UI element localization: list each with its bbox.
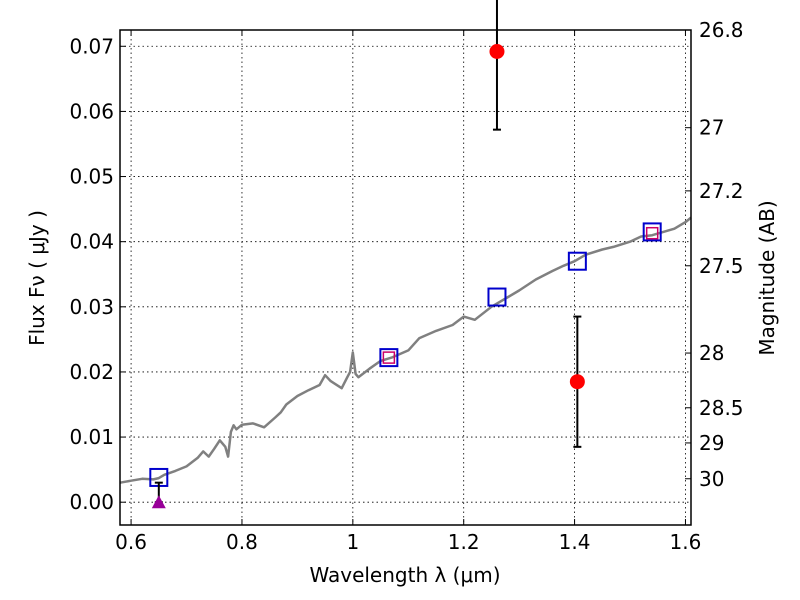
x-tick-label: 1.6: [670, 530, 702, 554]
right-tick-label: 26.8: [699, 18, 744, 42]
right-tick-label: 27.5: [699, 254, 744, 278]
detection-point: [569, 374, 585, 390]
model-photometry-square: [379, 348, 399, 368]
y-tick-label: 0.03: [69, 295, 114, 319]
right-tick-label: 30: [699, 467, 724, 491]
observed-photometry-square: [382, 351, 396, 364]
detection-point: [489, 43, 505, 59]
y-tick-label: 0.04: [69, 230, 114, 254]
y-tick-label: 0.00: [69, 490, 114, 514]
model-photometry-square: [642, 222, 662, 242]
x-tick-label: 1.4: [559, 530, 591, 554]
upper-limit-marker: [151, 495, 166, 509]
y-tick-label: 0.06: [69, 99, 114, 123]
right-tick-label: 28.5: [699, 396, 744, 420]
right-tick-label: 29: [699, 431, 724, 455]
right-axis-label: Magnitude (AB): [755, 200, 779, 355]
y-axis-label: Flux Fν ( μJy ): [25, 210, 49, 346]
model-photometry-square: [567, 251, 587, 271]
x-tick-label: 0.8: [226, 530, 258, 554]
y-tick-label: 0.01: [69, 425, 114, 449]
y-tick-label: 0.02: [69, 360, 114, 384]
sed-model-line: [119, 216, 692, 484]
x-tick-label: 1: [346, 530, 359, 554]
observed-photometry-square: [645, 226, 659, 240]
right-tick-label: 27: [699, 116, 724, 140]
x-tick-label: 1.2: [448, 530, 480, 554]
y-tick-label: 0.07: [69, 34, 114, 58]
y-tick-label: 0.05: [69, 165, 114, 189]
x-axis-label: Wavelength λ (μm): [309, 563, 500, 587]
right-tick-label: 27.2: [699, 179, 744, 203]
axes-frame: [119, 29, 692, 526]
model-photometry-square: [487, 287, 507, 307]
x-tick-label: 0.6: [115, 530, 147, 554]
plot-area: [119, 0, 692, 509]
right-tick-label: 28: [699, 341, 724, 365]
ticks: 0.6 0.8 1 1.2 1.4 1.6 0.00 0.01 0.02 0.03 0.04 0.05…: [69, 18, 743, 554]
grid: [120, 30, 691, 525]
